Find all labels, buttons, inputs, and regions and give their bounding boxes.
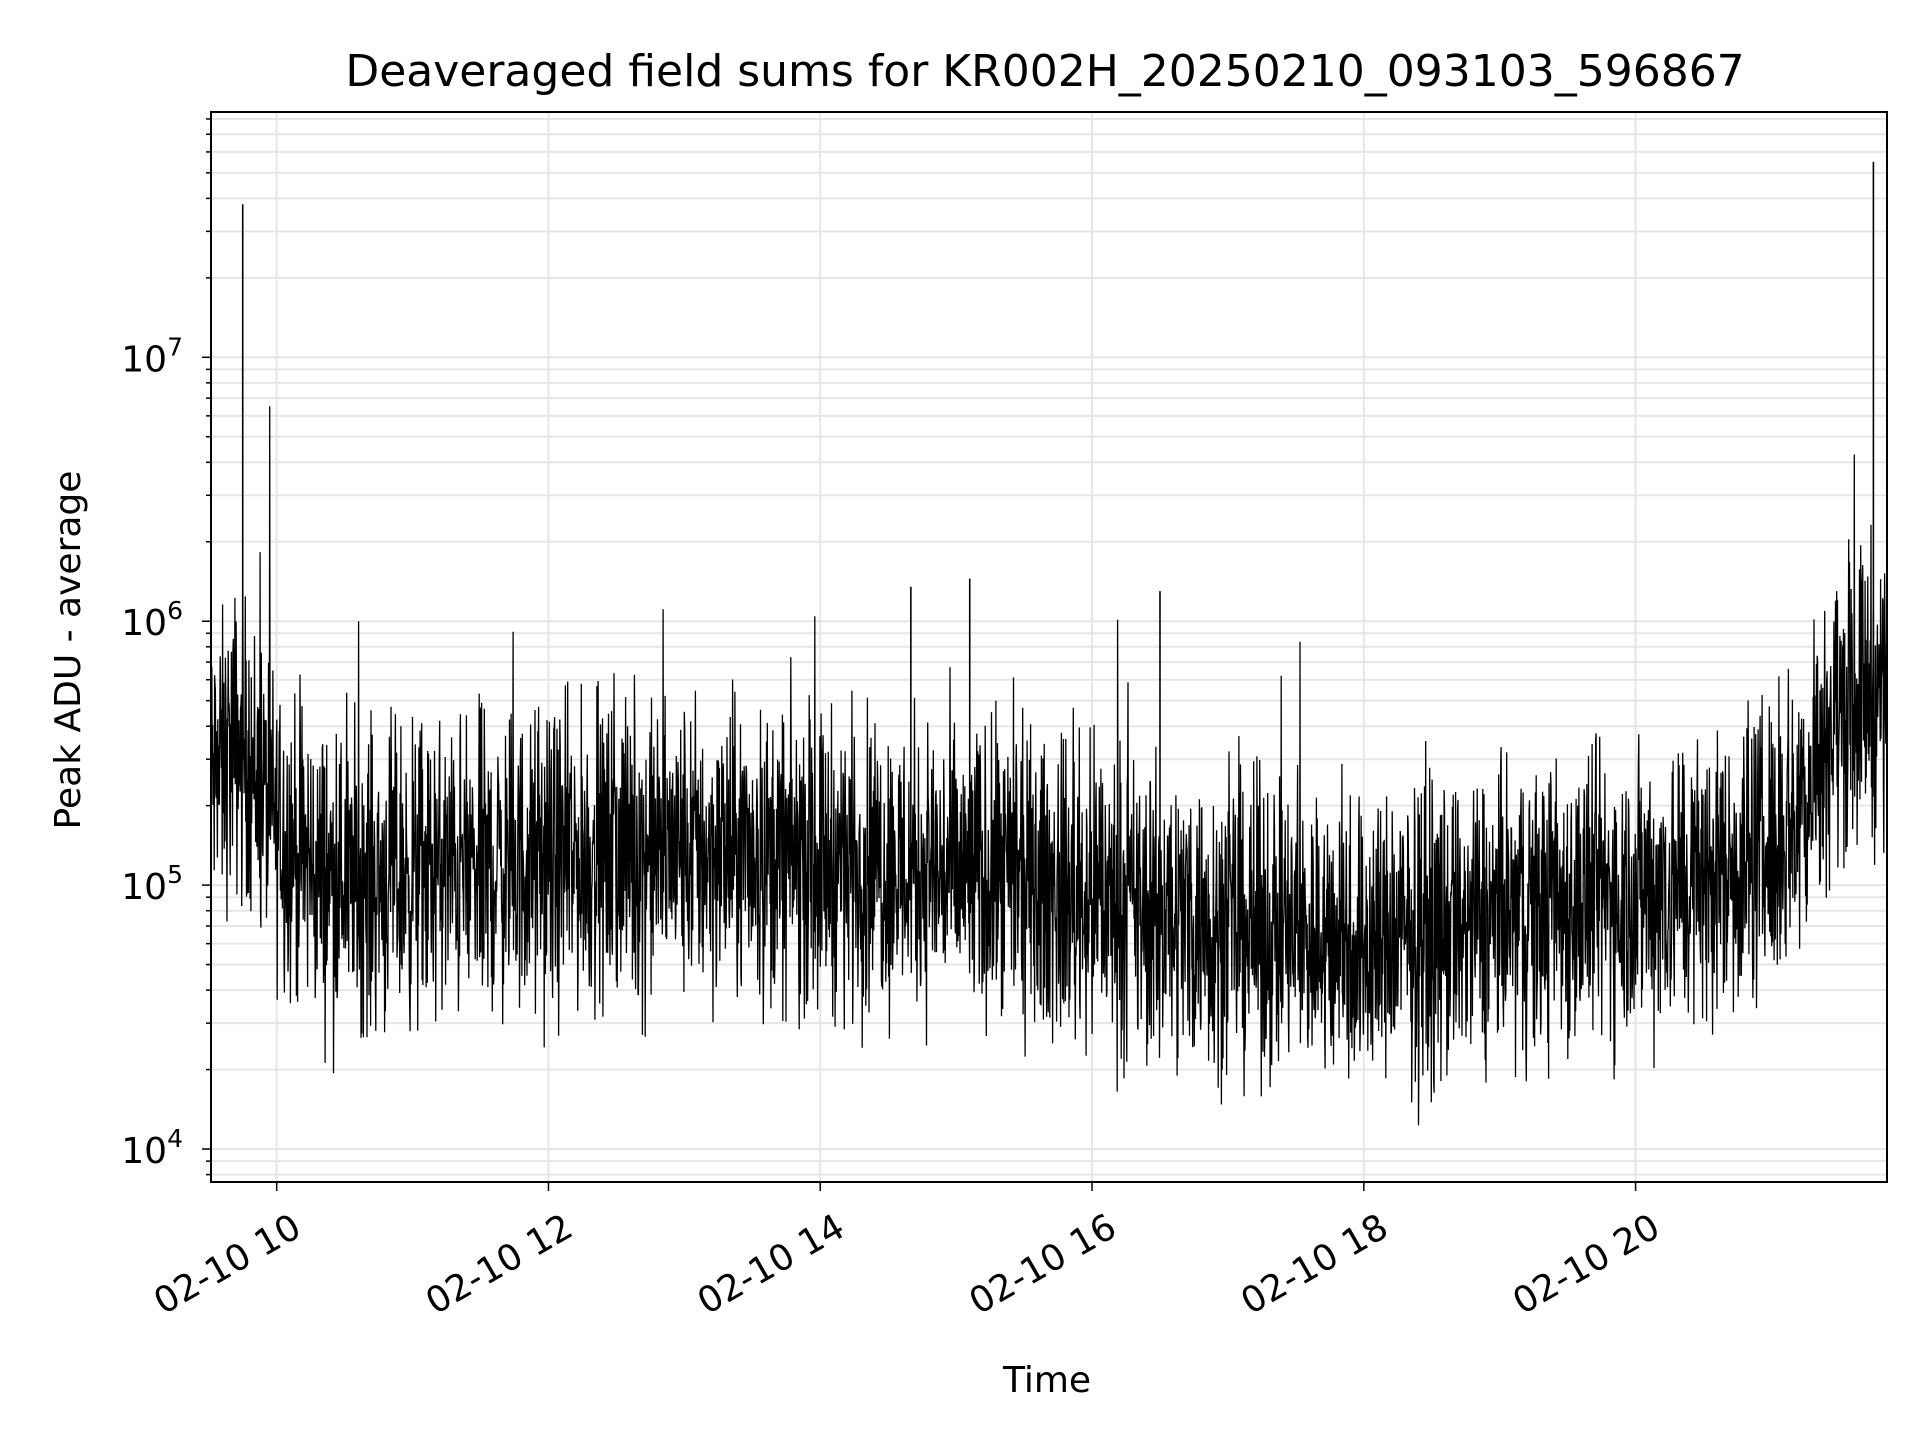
y-axis-label: Peak ADU - average (48, 471, 89, 830)
chart: 104105106107 02-10 10 02-10 12 02-10 14 02-… (0, 0, 1920, 1440)
x-axis-label: Time (1002, 1360, 1091, 1401)
chart-title: Deaveraged field sums for KR002H_2025021… (345, 46, 1744, 97)
